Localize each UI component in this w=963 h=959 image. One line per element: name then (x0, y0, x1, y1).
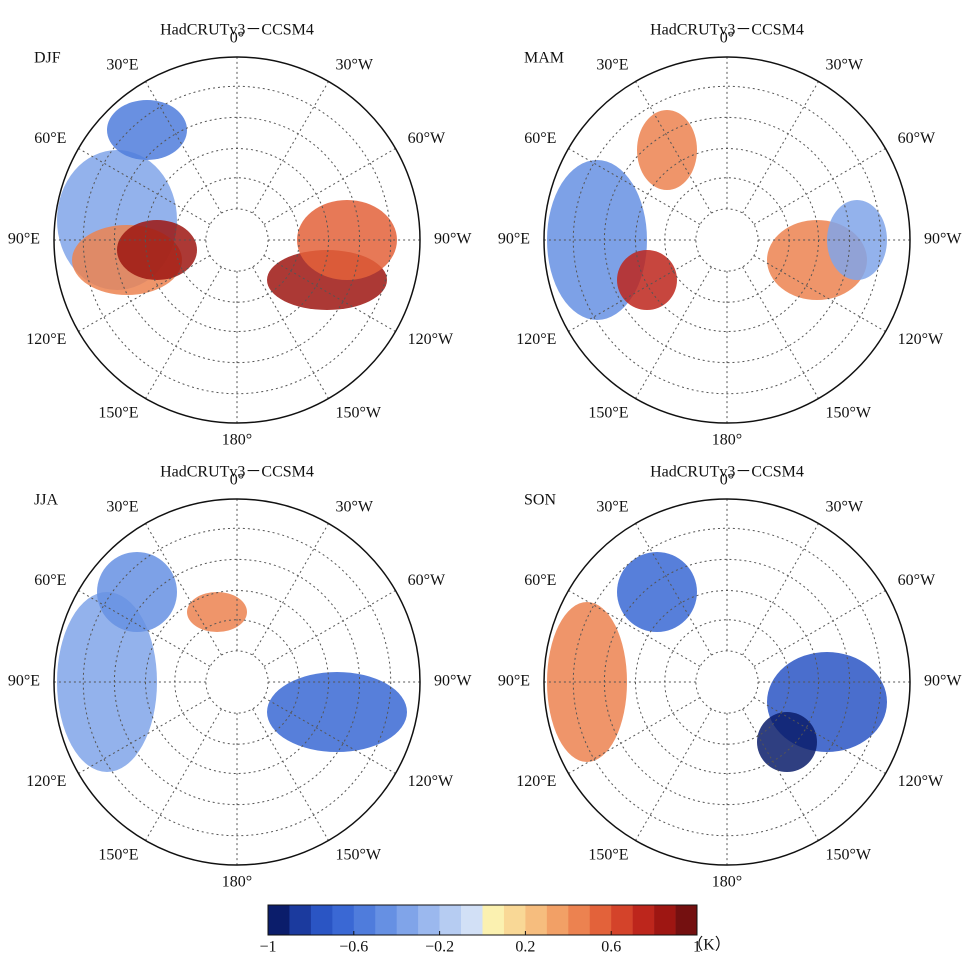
season-label: SON (524, 492, 556, 509)
colorbar-swatch (354, 905, 376, 935)
anomaly-patch (267, 672, 407, 752)
colorbar-swatch (504, 905, 526, 935)
longitude-label: 120°E (516, 331, 556, 348)
colorbar-swatch (568, 905, 590, 935)
anomaly-patch (637, 110, 697, 190)
colorbar-swatch (397, 905, 419, 935)
colorbar-tick-label: 0.2 (515, 939, 535, 956)
longitude-label: 90°E (8, 673, 40, 690)
longitude-label: 180° (712, 432, 742, 449)
map-panel: HadCRUTv3－CCSM4SON0°30°W60°W90°W120°W150… (498, 464, 963, 891)
longitude-label: 60°E (34, 572, 66, 589)
colorbar-swatch (440, 905, 462, 935)
longitude-label: 60°W (898, 130, 936, 147)
longitude-label: 30°W (336, 499, 374, 516)
anomaly-patch (617, 552, 697, 632)
season-label: JJA (34, 492, 58, 509)
longitude-label: 60°W (408, 130, 446, 147)
longitude-label: 90°E (8, 231, 40, 248)
anomaly-patch (297, 200, 397, 280)
longitude-label: 120°W (408, 331, 454, 348)
longitude-label: 60°E (524, 130, 556, 147)
map-panel: HadCRUTv3－CCSM4JJA0°30°W60°W90°W120°W150… (8, 464, 473, 891)
colorbar-tick-label: −0.6 (339, 939, 368, 956)
longitude-label: 30°E (596, 57, 628, 74)
colorbar-swatch (633, 905, 655, 935)
longitude-label: 150°W (336, 847, 382, 864)
longitude-label: 90°W (924, 231, 962, 248)
longitude-label: 30°E (596, 499, 628, 516)
colorbar-swatch (525, 905, 547, 935)
longitude-label: 30°W (336, 57, 374, 74)
season-label: MAM (524, 50, 564, 67)
longitude-label: 30°W (826, 499, 864, 516)
longitude-label: 60°E (524, 572, 556, 589)
longitude-label: 150°E (98, 847, 138, 864)
longitude-label: 0° (720, 30, 734, 47)
longitude-label: 90°E (498, 231, 530, 248)
colorbar-swatch (418, 905, 440, 935)
longitude-label: 120°W (898, 331, 944, 348)
season-label: DJF (34, 50, 61, 67)
longitude-label: 150°W (826, 847, 872, 864)
longitude-label: 120°E (26, 331, 66, 348)
colorbar-swatch (332, 905, 354, 935)
anomaly-patch (757, 712, 817, 772)
anomaly-patch (117, 220, 197, 280)
colorbar-swatch (547, 905, 569, 935)
longitude-label: 120°E (516, 773, 556, 790)
colorbar-swatch (590, 905, 612, 935)
colorbar-swatch (311, 905, 333, 935)
colorbar-tick-label: −1 (259, 939, 276, 956)
longitude-label: 60°W (408, 572, 446, 589)
colorbar-swatch (375, 905, 397, 935)
colorbar-swatch (611, 905, 633, 935)
longitude-label: 90°W (924, 673, 962, 690)
colorbar-swatch (289, 905, 311, 935)
longitude-label: 90°W (434, 231, 472, 248)
map-panel: HadCRUTv3－CCSM4DJF0°30°W60°W90°W120°W150… (8, 22, 473, 449)
colorbar-swatch (654, 905, 676, 935)
longitude-label: 120°W (408, 773, 454, 790)
longitude-label: 150°W (826, 405, 872, 422)
anomaly-patch (187, 592, 247, 632)
colorbar-swatch (461, 905, 483, 935)
longitude-label: 150°E (588, 405, 628, 422)
longitude-label: 0° (230, 472, 244, 489)
longitude-label: 0° (720, 472, 734, 489)
anomaly-patch (97, 552, 177, 632)
longitude-label: 60°E (34, 130, 66, 147)
colorbar-swatch (483, 905, 505, 935)
anomaly-patch (827, 200, 887, 280)
longitude-label: 30°E (106, 499, 138, 516)
longitude-label: 30°E (106, 57, 138, 74)
longitude-label: 60°W (898, 572, 936, 589)
longitude-label: 150°E (588, 847, 628, 864)
longitude-label: 180° (222, 432, 252, 449)
longitude-label: 90°W (434, 673, 472, 690)
colorbar-tick-label: 0.6 (601, 939, 621, 956)
longitude-label: 150°W (336, 405, 382, 422)
longitude-label: 150°E (98, 405, 138, 422)
longitude-label: 30°W (826, 57, 864, 74)
colorbar-tick-label: −0.2 (425, 939, 454, 956)
colorbar-unit: （K） (687, 936, 731, 954)
map-panel: HadCRUTv3－CCSM4MAM0°30°W60°W90°W120°W150… (498, 22, 963, 449)
anomaly-patch (107, 100, 187, 160)
colorbar-swatch (676, 905, 698, 935)
longitude-label: 180° (222, 874, 252, 891)
longitude-label: 90°E (498, 673, 530, 690)
colorbar-swatch (268, 905, 290, 935)
figure: HadCRUTv3－CCSM4DJF0°30°W60°W90°W120°W150… (0, 0, 963, 959)
longitude-label: 120°W (898, 773, 944, 790)
longitude-label: 120°E (26, 773, 66, 790)
longitude-label: 0° (230, 30, 244, 47)
longitude-label: 180° (712, 874, 742, 891)
